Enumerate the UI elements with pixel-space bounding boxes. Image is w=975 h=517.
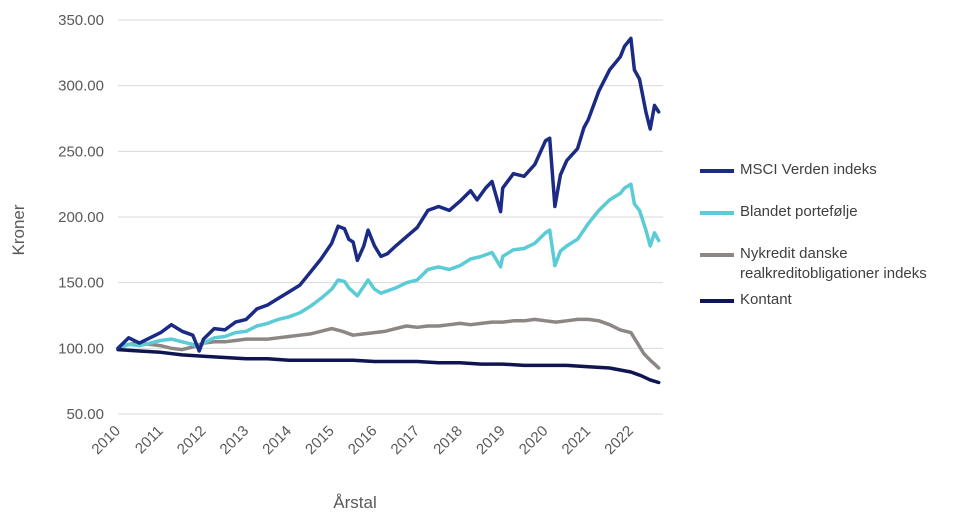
x-tick-label: 2011 bbox=[132, 422, 167, 457]
legend-swatch-blandet bbox=[700, 211, 734, 215]
y-tick-labels: 50.00 100.00 150.00 200.00 250.00 300.00 350.0… bbox=[58, 12, 104, 423]
x-tick-label: 2013 bbox=[217, 422, 253, 458]
legend-label-msci: MSCI Verden indeks bbox=[740, 161, 877, 178]
x-tick-label: 2019 bbox=[473, 422, 509, 458]
x-tick-labels: 2010 2011 2012 2013 2014 2015 2016 2017 2018 2019… bbox=[88, 422, 637, 458]
y-tick-label: 250.00 bbox=[58, 143, 104, 160]
y-tick-label: 100.00 bbox=[58, 340, 104, 357]
legend-item-nykredit: Nykredit danske realkreditobligationer i… bbox=[700, 244, 970, 284]
legend-item-kontant: Kontant bbox=[700, 290, 970, 310]
series-line-3 bbox=[116, 347, 661, 385]
x-tick-label: 2021 bbox=[559, 422, 595, 458]
legend-swatch-nykredit bbox=[700, 253, 734, 257]
y-tick-label: 50.00 bbox=[66, 406, 104, 423]
legend-label-nykredit: Nykredit danske realkreditobligationer i… bbox=[740, 245, 927, 282]
x-tick-label: 2012 bbox=[174, 422, 210, 458]
y-tick-label: 350.00 bbox=[58, 12, 104, 29]
x-tick-label: 2010 bbox=[88, 422, 124, 458]
x-tick-label: 2017 bbox=[388, 422, 424, 458]
x-tick-label: 2015 bbox=[302, 422, 338, 458]
x-tick-label: 2018 bbox=[430, 422, 466, 458]
legend: MSCI Verden indeks Blandet portefølje Ny… bbox=[700, 160, 970, 314]
x-tick-label: 2020 bbox=[516, 422, 552, 458]
legend-label-blandet: Blandet portefølje bbox=[740, 203, 858, 220]
x-tick-label: 2022 bbox=[601, 422, 637, 458]
legend-label-kontant: Kontant bbox=[740, 291, 792, 308]
y-tick-label: 150.00 bbox=[58, 275, 104, 292]
y-tick-label: 300.00 bbox=[58, 78, 104, 95]
x-tick-label: 2016 bbox=[345, 422, 381, 458]
legend-item-msci: MSCI Verden indeks bbox=[700, 160, 970, 180]
legend-swatch-kontant bbox=[700, 299, 734, 303]
legend-swatch-msci bbox=[700, 169, 734, 173]
y-axis-title: Kroner bbox=[9, 204, 28, 255]
series-line-1 bbox=[116, 182, 661, 351]
series-line-2 bbox=[116, 317, 661, 370]
x-tick-label: 2014 bbox=[259, 422, 295, 458]
y-tick-label: 200.00 bbox=[58, 209, 104, 226]
x-axis-title: Årstal bbox=[333, 493, 376, 512]
series-line-0 bbox=[116, 36, 661, 353]
gridlines bbox=[118, 19, 663, 415]
series-lines bbox=[116, 36, 661, 385]
legend-item-blandet: Blandet portefølje bbox=[700, 202, 970, 222]
